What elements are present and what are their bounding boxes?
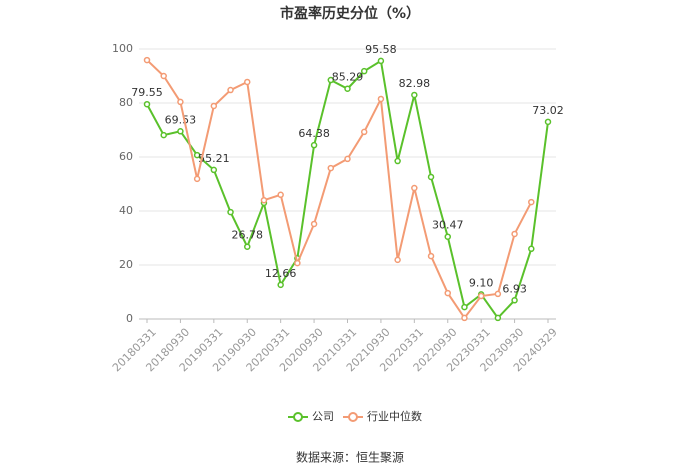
point (244, 78, 251, 86)
point (294, 259, 301, 267)
point (143, 56, 151, 64)
data-label: 69.53 (165, 113, 197, 126)
point (461, 303, 468, 311)
point (310, 220, 318, 228)
y-tick-label: 40 (119, 204, 133, 217)
data-label: 79.55 (131, 86, 163, 99)
point (394, 157, 401, 165)
point (411, 91, 418, 99)
legend-marker (348, 412, 358, 422)
data-label: 12.66 (265, 267, 297, 280)
data-label: 82.98 (399, 77, 431, 90)
y-tick-label: 80 (119, 96, 133, 109)
point (411, 184, 418, 192)
series-line (146, 59, 533, 320)
y-tick-label: 100 (112, 42, 133, 55)
point (377, 95, 385, 103)
point (494, 314, 502, 322)
point (344, 85, 351, 92)
point (427, 252, 435, 260)
legend-label: 行业中位数 (367, 409, 422, 423)
data-label: 26.78 (232, 229, 264, 242)
data-label: 85.29 (332, 71, 364, 84)
point (360, 128, 368, 136)
point (427, 173, 435, 181)
point (310, 141, 318, 149)
data-label: 6.93 (502, 282, 527, 295)
data-label: 55.21 (198, 152, 230, 165)
point (177, 128, 184, 135)
legend-marker (293, 412, 303, 422)
chart-title: 市盈率历史分位（%） (280, 5, 420, 22)
point (528, 198, 535, 206)
legend-label: 公司 (312, 410, 334, 423)
point (528, 245, 535, 253)
y-tick-label: 0 (126, 312, 133, 325)
point (193, 175, 201, 183)
point (210, 166, 218, 174)
point (511, 230, 518, 238)
point (210, 102, 218, 110)
point (227, 208, 234, 216)
data-label: 64.38 (298, 127, 330, 140)
data-label: 30.47 (432, 219, 464, 232)
data-label: 95.58 (365, 43, 397, 56)
point (444, 233, 451, 240)
point (344, 155, 351, 163)
y-tick-label: 60 (119, 150, 133, 163)
point (143, 100, 151, 108)
point (160, 131, 167, 139)
point (477, 292, 485, 300)
point (444, 289, 451, 297)
data-label: 9.10 (469, 276, 494, 289)
point (193, 151, 201, 159)
point (160, 72, 167, 80)
point (244, 243, 251, 250)
point (394, 256, 401, 264)
point (277, 281, 284, 289)
point (544, 118, 552, 126)
point (461, 314, 468, 322)
point (227, 86, 234, 94)
point (511, 297, 518, 304)
data-label: 73.02 (532, 104, 564, 117)
point (327, 76, 335, 84)
point (327, 164, 335, 172)
point (360, 67, 368, 75)
source: 数据来源：恒生聚源 (296, 450, 404, 465)
y-tick-label: 20 (119, 258, 133, 271)
point (260, 196, 268, 204)
point (494, 290, 502, 298)
point (377, 57, 385, 65)
point (277, 191, 284, 199)
point (177, 98, 184, 106)
